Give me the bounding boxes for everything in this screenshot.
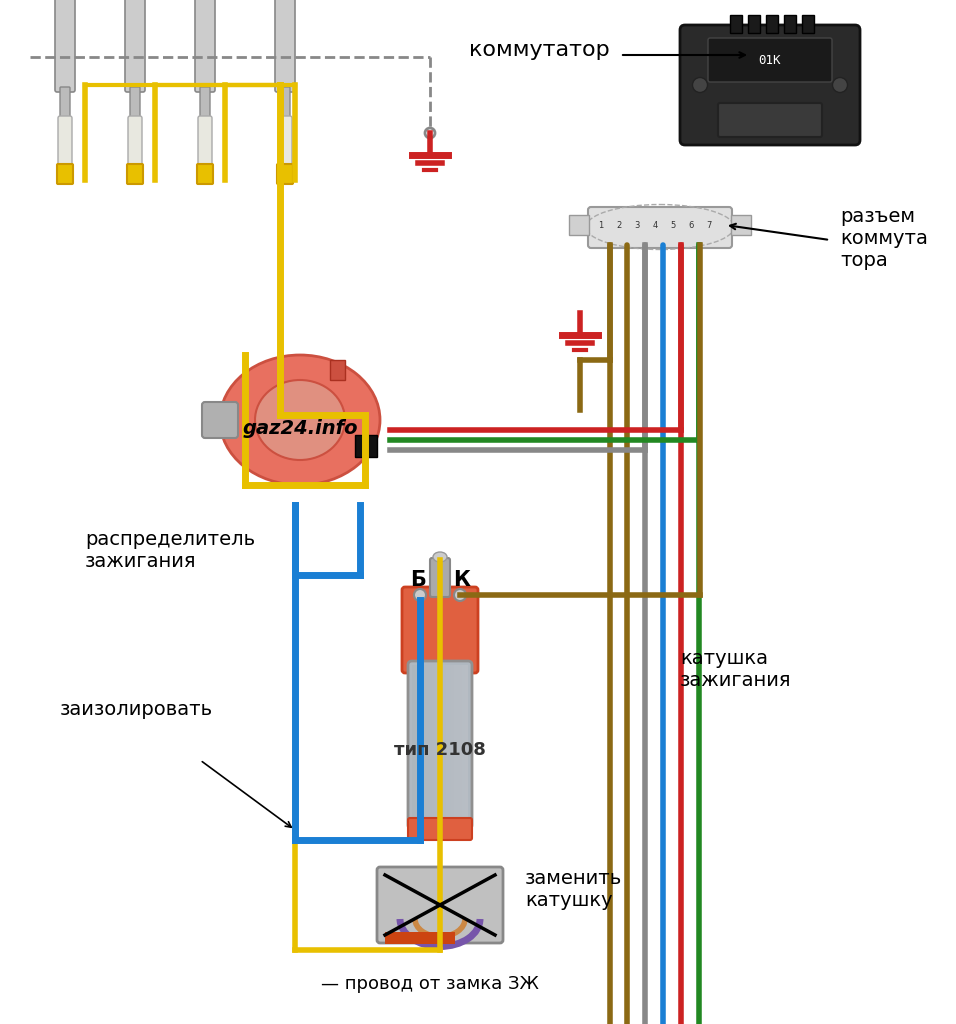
Bar <box>330 360 345 380</box>
Bar <box>731 215 751 234</box>
Text: катушка
зажигания: катушка зажигания <box>680 649 792 690</box>
Ellipse shape <box>255 380 345 460</box>
FancyBboxPatch shape <box>200 87 210 119</box>
Text: заизолировать: заизолировать <box>60 700 213 719</box>
Text: разъем
коммута
тора: разъем коммута тора <box>840 207 928 269</box>
Bar <box>437 665 440 825</box>
Text: gaz24.info: gaz24.info <box>242 419 358 437</box>
Bar <box>421 665 424 825</box>
Bar <box>443 665 445 825</box>
Bar <box>802 15 814 33</box>
Text: 5: 5 <box>670 220 676 229</box>
Bar <box>463 665 466 825</box>
FancyBboxPatch shape <box>430 558 450 597</box>
Bar <box>569 215 589 234</box>
FancyBboxPatch shape <box>402 587 478 673</box>
Ellipse shape <box>220 355 380 485</box>
Bar <box>418 665 421 825</box>
Bar <box>466 665 468 825</box>
Text: 2: 2 <box>617 220 621 229</box>
Bar <box>431 665 434 825</box>
Ellipse shape <box>59 164 71 172</box>
Ellipse shape <box>425 128 435 138</box>
Bar <box>440 665 443 825</box>
Bar <box>426 665 429 825</box>
Bar <box>445 665 448 825</box>
Ellipse shape <box>433 552 447 562</box>
FancyBboxPatch shape <box>377 867 503 943</box>
Ellipse shape <box>414 589 426 601</box>
Bar <box>766 15 778 33</box>
Text: коммутатор: коммутатор <box>469 40 610 60</box>
Ellipse shape <box>454 589 466 601</box>
FancyBboxPatch shape <box>275 0 295 92</box>
Ellipse shape <box>833 78 848 92</box>
Bar <box>730 15 742 33</box>
FancyBboxPatch shape <box>280 87 290 119</box>
FancyBboxPatch shape <box>680 25 860 145</box>
Bar <box>460 665 463 825</box>
Bar <box>429 665 431 825</box>
FancyBboxPatch shape <box>60 87 70 119</box>
FancyBboxPatch shape <box>125 0 145 92</box>
Text: 4: 4 <box>652 220 658 229</box>
Text: Б: Б <box>410 570 426 590</box>
Text: К: К <box>453 570 470 590</box>
FancyBboxPatch shape <box>58 116 72 175</box>
FancyBboxPatch shape <box>408 662 472 829</box>
Bar <box>451 665 454 825</box>
Text: 01K: 01K <box>759 53 781 67</box>
Text: 6: 6 <box>688 220 694 229</box>
FancyBboxPatch shape <box>55 0 75 92</box>
FancyBboxPatch shape <box>408 818 472 840</box>
FancyBboxPatch shape <box>588 207 732 248</box>
Bar <box>748 15 760 33</box>
Bar <box>385 932 455 944</box>
FancyBboxPatch shape <box>195 0 215 92</box>
Bar <box>415 665 418 825</box>
Text: 7: 7 <box>706 220 711 229</box>
FancyBboxPatch shape <box>57 164 73 184</box>
FancyBboxPatch shape <box>198 116 212 175</box>
FancyBboxPatch shape <box>277 164 293 184</box>
Ellipse shape <box>199 164 211 172</box>
Text: заменить
катушку: заменить катушку <box>525 869 622 910</box>
Bar <box>355 435 377 457</box>
Text: 3: 3 <box>635 220 640 229</box>
Text: 1: 1 <box>598 220 603 229</box>
FancyBboxPatch shape <box>718 103 822 137</box>
Text: распределитель
зажигания: распределитель зажигания <box>85 530 255 571</box>
FancyBboxPatch shape <box>202 402 238 438</box>
Bar <box>412 665 415 825</box>
FancyBboxPatch shape <box>197 164 213 184</box>
Bar <box>784 15 796 33</box>
Bar <box>457 665 460 825</box>
Bar <box>448 665 451 825</box>
FancyBboxPatch shape <box>278 116 292 175</box>
Bar <box>434 665 437 825</box>
Ellipse shape <box>692 78 707 92</box>
FancyBboxPatch shape <box>127 164 143 184</box>
Bar <box>454 665 457 825</box>
FancyBboxPatch shape <box>128 116 142 175</box>
Ellipse shape <box>129 164 141 172</box>
FancyBboxPatch shape <box>130 87 140 119</box>
Ellipse shape <box>279 164 291 172</box>
Bar <box>424 665 426 825</box>
FancyBboxPatch shape <box>708 38 832 82</box>
Text: — провод от замка ЗЖ: — провод от замка ЗЖ <box>321 975 539 993</box>
Text: тип 2108: тип 2108 <box>394 741 486 759</box>
